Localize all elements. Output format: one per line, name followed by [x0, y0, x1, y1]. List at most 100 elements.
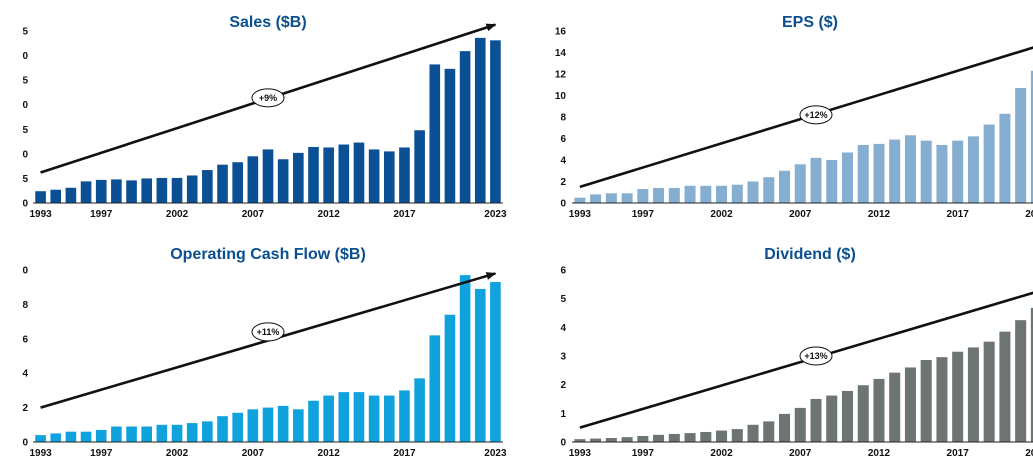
dividend-bar-1993 [574, 439, 586, 442]
eps-ytick-label: 0 [560, 199, 566, 210]
sales-bar-2013 [338, 144, 350, 203]
sales-bar-2010 [293, 152, 304, 203]
sales-ytick-label: 5 [22, 27, 28, 38]
dividend-bar-2016 [936, 357, 948, 442]
dividend-bar-2013 [889, 372, 901, 442]
dividend-bar-2010 [841, 390, 853, 442]
eps-bar-2015 [920, 140, 932, 203]
ocf-xtick-label: 2017 [393, 448, 416, 457]
ocf-bar-2002 [171, 424, 183, 442]
eps-growth-badge [799, 105, 833, 125]
ocf-bar-2007 [247, 409, 259, 442]
dividend-title: Dividend ($) [764, 246, 856, 263]
eps-ytick-label: 2 [560, 177, 566, 188]
eps-bar-2014 [904, 135, 916, 203]
ocf-bar-2020 [444, 314, 456, 442]
sales-chart: Sales ($B) 0 5 0 5 0 5 0 5 1993 1997 2002 2007 2012 20… [22, 14, 507, 220]
dividend-ytick-label: 2 [560, 380, 566, 391]
ocf-xtick-label: 2012 [318, 448, 341, 457]
sales-bar-2008 [262, 149, 274, 203]
dividend-ytick-label: 3 [560, 352, 566, 363]
eps-bar-2003 [731, 184, 743, 203]
sales-bar-2001 [156, 177, 168, 203]
eps-xtick-label: 2017 [947, 209, 970, 220]
ocf-bar-2010 [293, 409, 304, 442]
sales-ytick-label: 0 [22, 199, 28, 210]
ocf-bar-2001 [156, 424, 168, 442]
eps-ytick-label: 6 [560, 134, 566, 145]
dividend-bar-2004 [747, 424, 759, 442]
dividend-xtick-label: 1997 [632, 448, 655, 457]
dividend-bar-1997 [637, 435, 649, 442]
ocf-bar-1998 [111, 426, 122, 442]
dividend-bar-1998 [653, 434, 665, 442]
sales-bar-2011 [308, 146, 319, 203]
dividend-bar-1995 [605, 437, 617, 442]
dividend-growth-label: +13% [804, 351, 827, 361]
eps-bar-2006 [779, 170, 791, 203]
sales-bar-2019 [429, 64, 441, 203]
sales-bar-1995 [65, 187, 77, 203]
dividend-bar-2015 [920, 360, 932, 442]
sales-bar-2014 [353, 142, 365, 203]
sales-xtick-label: 2012 [318, 209, 341, 220]
ocf-growth-badge [251, 322, 285, 342]
eps-xtick-label: 2002 [710, 209, 733, 220]
dividend-xtick-label: 2007 [789, 448, 812, 457]
eps-bar-2022 [1030, 70, 1033, 203]
eps-xtick-label: 2012 [868, 209, 891, 220]
ocf-xtick-label: 1993 [29, 448, 52, 457]
eps-chart: EPS ($) 0 2 4 6 8 10 12 14 16 1993 1997 2002 2007 2012… [555, 14, 1033, 220]
sales-ytick-label: 5 [22, 76, 28, 87]
dividend-bar-1996 [621, 437, 633, 442]
sales-bar-1999 [126, 180, 137, 203]
sales-bar-2016 [383, 151, 395, 203]
sales-ytick-label: 0 [22, 100, 28, 111]
eps-bar-1998 [653, 187, 665, 203]
ocf-xtick-label: 2007 [242, 448, 265, 457]
dividend-bar-2006 [779, 413, 791, 442]
dividend-ytick-label: 0 [560, 438, 566, 449]
ocf-ytick-label: 2 [22, 403, 28, 414]
sales-bar-2006 [232, 162, 243, 203]
ocf-xtick-label: 2002 [166, 448, 189, 457]
ocf-xtick-label: 2023 [484, 448, 507, 457]
dividend-bar-2012 [873, 378, 885, 442]
eps-ytick-label: 10 [555, 91, 567, 102]
ocf-bar-2005 [217, 416, 228, 442]
eps-bar-2005 [763, 177, 775, 203]
eps-bar-2004 [747, 181, 759, 203]
eps-bar-1996 [621, 193, 633, 203]
dividend-bar-2002 [716, 430, 728, 442]
sales-bar-1998 [111, 179, 122, 203]
sales-bar-2002 [171, 177, 183, 203]
eps-bar-2011 [857, 144, 869, 203]
eps-bar-2009 [826, 160, 838, 203]
eps-ytick-label: 16 [555, 27, 567, 38]
sales-bar-2018 [414, 130, 425, 203]
ocf-bar-2009 [277, 405, 289, 442]
ocf-ytick-label: 0 [22, 438, 28, 449]
sales-bar-2022 [474, 37, 486, 203]
eps-bar-1997 [637, 189, 649, 203]
dividend-bar-2017 [952, 351, 964, 442]
eps-xtick-label: 1997 [632, 209, 655, 220]
dividend-ytick-label: 1 [560, 409, 566, 420]
eps-bar-2002 [716, 185, 728, 203]
dividend-ytick-label: 4 [560, 323, 566, 334]
ocf-bar-2018 [414, 378, 425, 442]
sales-bar-2015 [368, 149, 380, 203]
sales-ytick-label: 0 [22, 149, 28, 160]
dividend-chart: Dividend ($) 0 1 2 3 4 5 6 1993 1997 2002 2007 2012 2… [560, 246, 1033, 459]
eps-xtick-label: 1993 [569, 209, 592, 220]
ocf-ytick-label: 6 [22, 334, 28, 345]
dividend-ytick-label: 5 [560, 294, 566, 305]
sales-bar-2017 [399, 147, 410, 203]
sales-xtick-label: 2023 [484, 209, 507, 220]
sales-ytick-label: 5 [22, 174, 28, 185]
dividend-ytick-label: 6 [560, 266, 566, 277]
eps-title: EPS ($) [782, 14, 838, 31]
sales-bar-2004 [202, 170, 213, 203]
sales-bar-2021 [459, 51, 471, 204]
